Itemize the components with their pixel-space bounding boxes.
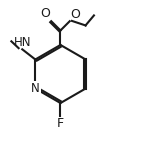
Text: HN: HN <box>14 36 31 49</box>
Text: O: O <box>70 8 80 21</box>
Text: F: F <box>57 117 64 130</box>
Text: N: N <box>31 82 40 95</box>
Text: O: O <box>40 7 50 20</box>
